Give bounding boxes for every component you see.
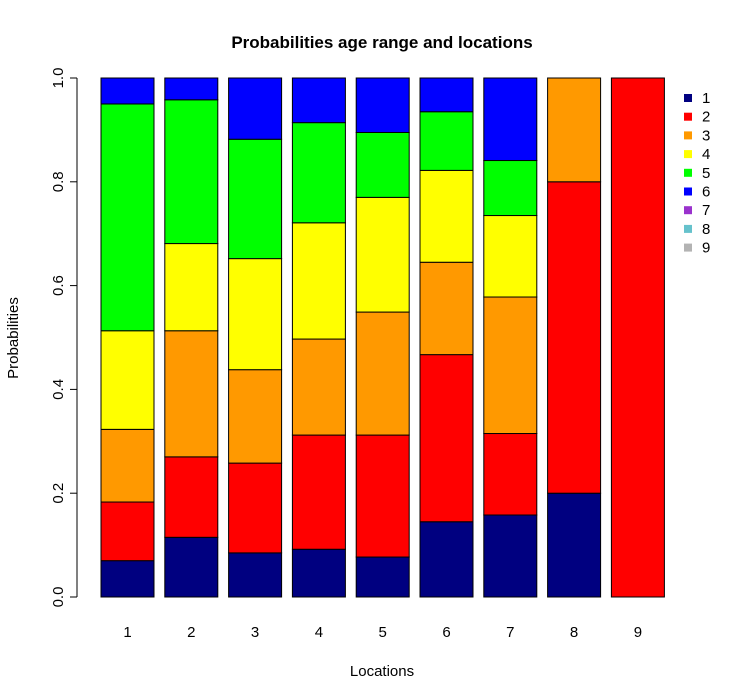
x-tick-label: 5 — [379, 624, 387, 641]
x-tick-label: 9 — [634, 624, 642, 641]
bar-segment-loc7-range6 — [483, 77, 538, 162]
bar-segment-loc1-range4 — [100, 330, 155, 430]
bar-segment-loc5-range3 — [355, 311, 410, 436]
bar-segment-loc2-range6 — [164, 77, 219, 101]
legend-swatch-5 — [684, 168, 692, 177]
x-tick-labels: 1 2 3 4 5 6 7 8 9 — [123, 624, 642, 641]
legend-swatch-7 — [684, 206, 692, 215]
bar-segment-loc7-range5 — [483, 160, 538, 217]
x-axis-label: Locations — [350, 663, 414, 680]
bar-segment-loc2-range4 — [164, 243, 219, 332]
legend-label-4: 4 — [702, 146, 710, 163]
bar-segment-loc2-range2 — [164, 456, 219, 538]
legend-swatch-8 — [684, 224, 692, 233]
bar-segment-loc2-range1 — [164, 536, 219, 598]
bar-segment-loc4-range4 — [291, 222, 346, 340]
bar-segment-loc6-range2 — [419, 354, 474, 523]
legend-swatch-2 — [684, 112, 692, 121]
bar-segment-loc5-range5 — [355, 131, 410, 198]
legend-label-9: 9 — [702, 240, 710, 257]
x-tick-label: 2 — [187, 624, 195, 641]
y-tick-label: 1.0 — [50, 68, 67, 89]
y-axis-label: Probabilities — [5, 297, 22, 379]
bar-segment-loc7-range3 — [483, 296, 538, 435]
legend-label-2: 2 — [702, 109, 710, 126]
bar-segment-loc4-range5 — [291, 122, 346, 224]
bar-segment-loc4-range6 — [291, 77, 346, 124]
bars — [100, 77, 665, 598]
legend-swatch-1 — [684, 94, 692, 102]
bar-segment-loc1-range3 — [100, 428, 155, 503]
bar-segment-loc3-range3 — [228, 369, 283, 464]
y-tick-label: 0.2 — [50, 483, 67, 504]
bar-segment-loc2-range5 — [164, 99, 219, 245]
x-tick-label: 7 — [506, 624, 514, 641]
bar-segment-loc6-range3 — [419, 261, 474, 356]
bar-segment-loc7-range2 — [483, 433, 538, 516]
bar-segment-loc2-range3 — [164, 330, 219, 458]
y-tick-label: 0.4 — [50, 379, 67, 400]
bar-segment-loc6-range6 — [419, 77, 474, 113]
x-tick-label: 6 — [442, 624, 450, 641]
bar-segment-loc4-range2 — [291, 434, 346, 550]
bar-segment-loc4-range3 — [291, 338, 346, 436]
bar-segment-loc3-range2 — [228, 462, 283, 554]
legend-label-7: 7 — [702, 202, 710, 219]
bar-segment-loc7-range1 — [483, 514, 538, 598]
bar-segment-loc8-range3 — [547, 77, 602, 183]
bar-segment-loc6-range4 — [419, 169, 474, 263]
bar-segment-loc7-range4 — [483, 215, 538, 298]
legend-label-8: 8 — [702, 221, 710, 238]
legend-label-3: 3 — [702, 127, 710, 144]
y-tick-label: 0.6 — [50, 275, 67, 296]
bar-segment-loc3-range4 — [228, 258, 283, 371]
legend-swatch-6 — [684, 187, 692, 196]
legend-swatch-4 — [684, 150, 692, 159]
bar-segment-loc3-range5 — [228, 138, 283, 260]
legend-label-1: 1 — [702, 90, 710, 107]
bar-segment-loc8-range2 — [547, 181, 602, 494]
bar-segment-loc8-range1 — [547, 492, 602, 598]
y-axis: 0.0 0.2 0.4 0.6 0.8 1.0 — [50, 68, 78, 608]
bar-segment-loc6-range1 — [419, 521, 474, 598]
bar-segment-loc4-range1 — [291, 548, 346, 598]
chart-title: Probabilities age range and locations — [231, 33, 532, 52]
bar-segment-loc6-range5 — [419, 111, 474, 171]
y-tick-label: 0.8 — [50, 171, 67, 192]
legend-label-6: 6 — [702, 184, 710, 201]
x-tick-label: 8 — [570, 624, 578, 641]
x-tick-label: 3 — [251, 624, 259, 641]
bar-segment-loc1-range6 — [100, 77, 155, 105]
bar-segment-loc1-range2 — [100, 501, 155, 562]
bar-segment-loc3-range6 — [228, 77, 283, 140]
bar-segment-loc5-range6 — [355, 77, 410, 133]
bar-segment-loc5-range4 — [355, 196, 410, 313]
bar-segment-loc5-range2 — [355, 434, 410, 558]
bar-segment-loc5-range1 — [355, 556, 410, 598]
x-tick-label: 1 — [123, 624, 131, 641]
x-tick-label: 4 — [315, 624, 323, 641]
bar-segment-loc1-range5 — [100, 103, 155, 332]
bar-segment-loc9-range2 — [610, 77, 665, 598]
legend-label-5: 5 — [702, 165, 710, 182]
bar-segment-loc1-range1 — [100, 560, 155, 598]
y-tick-label: 0.0 — [50, 587, 67, 608]
bar-segment-loc3-range1 — [228, 552, 283, 598]
legend-swatch-3 — [684, 131, 692, 140]
legend-swatch-9 — [684, 243, 692, 252]
